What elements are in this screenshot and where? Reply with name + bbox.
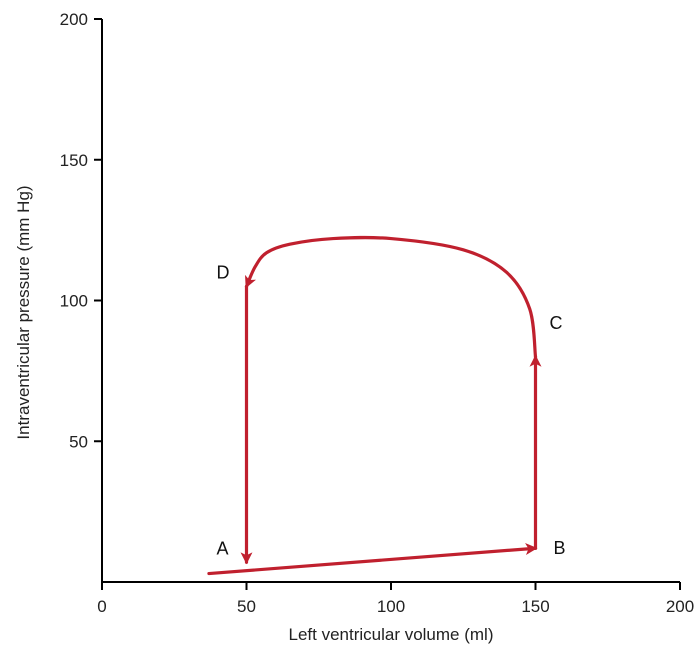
- loop-segment-c-to-d: [244, 235, 538, 359]
- axes: [101, 19, 680, 583]
- x-tick-label-0: 0: [97, 597, 106, 616]
- x-tick-label-100: 100: [377, 597, 405, 616]
- x-axis-ticks: 0 50 100 150 200: [97, 582, 694, 616]
- x-tick-label-50: 50: [237, 597, 256, 616]
- point-label-c: C: [550, 313, 563, 333]
- point-label-b: B: [554, 538, 566, 558]
- x-tick-label-200: 200: [666, 597, 694, 616]
- point-label-a: A: [217, 538, 229, 558]
- y-tick-label-100: 100: [60, 292, 88, 311]
- x-axis-title: Left ventricular volume (ml): [288, 625, 493, 644]
- y-tick-label-200: 200: [60, 10, 88, 29]
- y-axis-title: Intraventricular pressure (mm Hg): [14, 185, 33, 439]
- y-tick-label-150: 150: [60, 151, 88, 170]
- pressure-volume-loop: [207, 235, 542, 576]
- point-label-d: D: [217, 262, 230, 282]
- x-tick-label-150: 150: [521, 597, 549, 616]
- y-tick-label-50: 50: [69, 432, 88, 451]
- point-labels: A B C D: [217, 262, 566, 558]
- y-axis-ticks: 50 100 150 200: [60, 10, 102, 451]
- loop-segment-a-to-b: [207, 543, 538, 576]
